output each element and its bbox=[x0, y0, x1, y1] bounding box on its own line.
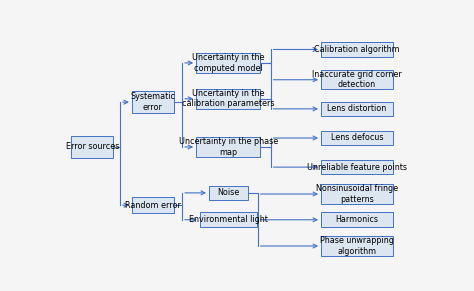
FancyBboxPatch shape bbox=[196, 137, 260, 157]
Text: Nonsinusoidal fringe
patterns: Nonsinusoidal fringe patterns bbox=[316, 184, 398, 204]
Text: Unreliable feature points: Unreliable feature points bbox=[307, 163, 407, 172]
FancyBboxPatch shape bbox=[196, 89, 260, 109]
FancyBboxPatch shape bbox=[321, 70, 392, 89]
FancyBboxPatch shape bbox=[321, 42, 392, 57]
Text: Environmental light: Environmental light bbox=[189, 215, 268, 224]
Text: Uncertainty in the
computed model: Uncertainty in the computed model bbox=[192, 53, 264, 73]
Text: Random error: Random error bbox=[125, 201, 181, 210]
FancyBboxPatch shape bbox=[321, 102, 392, 116]
Text: Lens defocus: Lens defocus bbox=[330, 134, 383, 143]
FancyBboxPatch shape bbox=[321, 237, 392, 255]
FancyBboxPatch shape bbox=[71, 136, 113, 158]
Text: Lens distortion: Lens distortion bbox=[327, 104, 386, 113]
FancyBboxPatch shape bbox=[132, 197, 174, 213]
Text: Phase unwrapping
algorithm: Phase unwrapping algorithm bbox=[320, 236, 394, 256]
Text: Systematic
error: Systematic error bbox=[130, 93, 175, 112]
Text: Error sources: Error sources bbox=[65, 143, 119, 151]
FancyBboxPatch shape bbox=[200, 212, 257, 227]
FancyBboxPatch shape bbox=[132, 91, 174, 113]
FancyBboxPatch shape bbox=[321, 131, 392, 145]
FancyBboxPatch shape bbox=[209, 186, 247, 200]
FancyBboxPatch shape bbox=[321, 212, 392, 227]
Text: Noise: Noise bbox=[217, 188, 239, 197]
FancyBboxPatch shape bbox=[196, 53, 260, 73]
Text: Inaccurate grid corner
detection: Inaccurate grid corner detection bbox=[312, 70, 401, 89]
FancyBboxPatch shape bbox=[321, 160, 392, 174]
Text: Harmonics: Harmonics bbox=[335, 215, 378, 224]
FancyBboxPatch shape bbox=[321, 184, 392, 203]
Text: Calibration algorithm: Calibration algorithm bbox=[314, 45, 400, 54]
Text: Uncertainty in the
calibration parameters: Uncertainty in the calibration parameter… bbox=[182, 89, 274, 109]
Text: Uncertainty in the phase
map: Uncertainty in the phase map bbox=[179, 137, 278, 157]
